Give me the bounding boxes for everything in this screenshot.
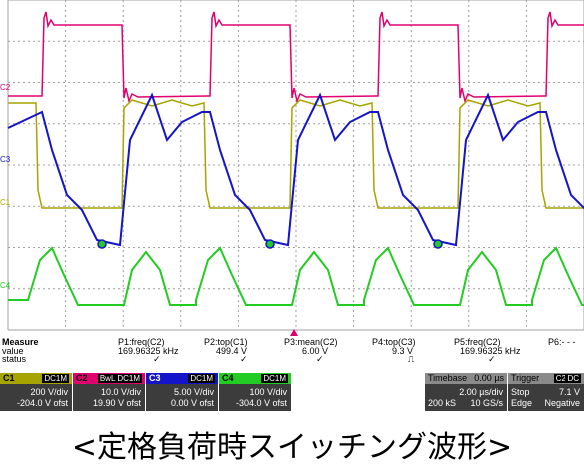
trace-c3-line <box>7 92 584 247</box>
trigger-mode: Stop <box>511 387 530 397</box>
param-name-1[interactable]: P1:freq(C2) <box>118 337 165 347</box>
timebase-label: Timebase <box>428 373 468 383</box>
figure-caption: <定格負荷時スイッチング波形> <box>71 430 513 465</box>
param-name-5[interactable]: P5:freq(C2) <box>454 337 501 347</box>
timebase-samples: 200 kS <box>428 398 457 408</box>
param-status-5: ✓ <box>488 354 496 364</box>
timebase-delay: 0.00 µs <box>474 373 504 383</box>
channel-c2-name: C2 <box>76 373 88 383</box>
param-status-2: ✓ <box>240 354 248 364</box>
trigger-label: Trigger <box>511 373 540 383</box>
measure-title: Measure <box>2 337 39 347</box>
trigger-channel: C2 <box>553 374 568 383</box>
param-value-1: 169.96325 kHz <box>118 346 179 356</box>
channel-c3-offset: 0.00 V ofst <box>170 398 214 408</box>
trigger-position-marker <box>290 329 298 336</box>
channel-c1-box[interactable]: C1 DC1M 200 V/div -204.0 V ofst <box>0 373 72 411</box>
param-value-3: 6.00 V <box>302 346 329 356</box>
param-value-4: 9.3 V <box>392 346 414 356</box>
trigger-type: Edge <box>511 398 533 408</box>
channel-c1-vdiv: 200 V/div <box>30 387 68 397</box>
crossing-marker <box>265 239 275 249</box>
status-row-label: status <box>2 354 27 364</box>
trigger-level: 7.1 V <box>558 387 580 397</box>
channel-c2-box[interactable]: C2 BwL DC1M 10.0 V/div 19.90 V ofst <box>73 373 145 411</box>
channel-c3-coupling: DC1M <box>188 374 215 383</box>
channel-c2-coupling: BwL DC1M <box>97 374 142 383</box>
channel-c1-offset: -204.0 V ofst <box>16 398 68 408</box>
channel-c3-box[interactable]: C3 DC1M 5.00 V/div 0.00 V ofst <box>146 373 218 411</box>
trace-label-c4: C4 <box>0 281 11 290</box>
channel-c2-vdiv: 10.0 V/div <box>100 387 141 397</box>
timebase-per-div: 2.00 µs/div <box>459 387 503 397</box>
crossing-marker <box>97 239 107 249</box>
trace-label-c2: C2 <box>0 83 11 92</box>
waveform-grid: C2 C3 C1 C4 <box>0 0 584 336</box>
param-status-1: ✓ <box>153 354 161 364</box>
channel-c4-name: C4 <box>222 373 234 383</box>
param-name-4[interactable]: P4:top(C3) <box>372 337 416 347</box>
channel-c4-offset: -304.0 V ofst <box>235 398 287 408</box>
param-name-2[interactable]: P2:top(C1) <box>204 337 248 347</box>
oscilloscope-display: C2 C3 C1 C4 <box>0 0 584 336</box>
param-status-4: ⎍ <box>408 354 415 364</box>
channel-c1-name: C1 <box>3 373 15 383</box>
trigger-coupling: DC <box>565 374 581 383</box>
param-name-3[interactable]: P3:mean(C2) <box>284 337 338 347</box>
channel-c3-vdiv: 5.00 V/div <box>173 387 214 397</box>
param-name-6[interactable]: P6:- - - <box>548 337 576 347</box>
timebase-box[interactable]: Timebase 0.00 µs 2.00 µs/div 200 kS 10 G… <box>425 373 507 411</box>
value-row-label: value <box>2 346 24 356</box>
trace-c4-line <box>8 246 584 306</box>
channel-c1-coupling: DC1M <box>42 374 69 383</box>
trace-c1-line <box>8 99 584 209</box>
channel-c2-offset: 19.90 V ofst <box>92 398 141 408</box>
trace-label-c3: C3 <box>0 155 11 164</box>
channel-c4-coupling: DC1M <box>261 374 288 383</box>
trigger-slope: Negative <box>544 398 580 408</box>
measure-panel: Measure P1:freq(C2) P2:top(C1) P3:mean(C… <box>0 336 584 364</box>
timebase-rate: 10 GS/s <box>470 398 503 408</box>
channel-c3-name: C3 <box>149 373 161 383</box>
channel-bar: C1 DC1M 200 V/div -204.0 V ofst C2 BwL D… <box>0 373 584 413</box>
trigger-box[interactable]: Trigger C2 DC Stop 7.1 V Edge Negative <box>508 373 584 411</box>
channel-c4-vdiv: 100 V/div <box>249 387 287 397</box>
param-value-5: 169.96325 kHz <box>460 346 521 356</box>
crossing-marker <box>433 239 443 249</box>
param-status-3: ✓ <box>316 354 324 364</box>
trace-label-c1: C1 <box>0 198 11 207</box>
trace-c2-line <box>8 11 584 104</box>
param-value-2: 499.4 V <box>216 346 248 356</box>
channel-c4-box[interactable]: C4 DC1M 100 V/div -304.0 V ofst <box>219 373 291 411</box>
